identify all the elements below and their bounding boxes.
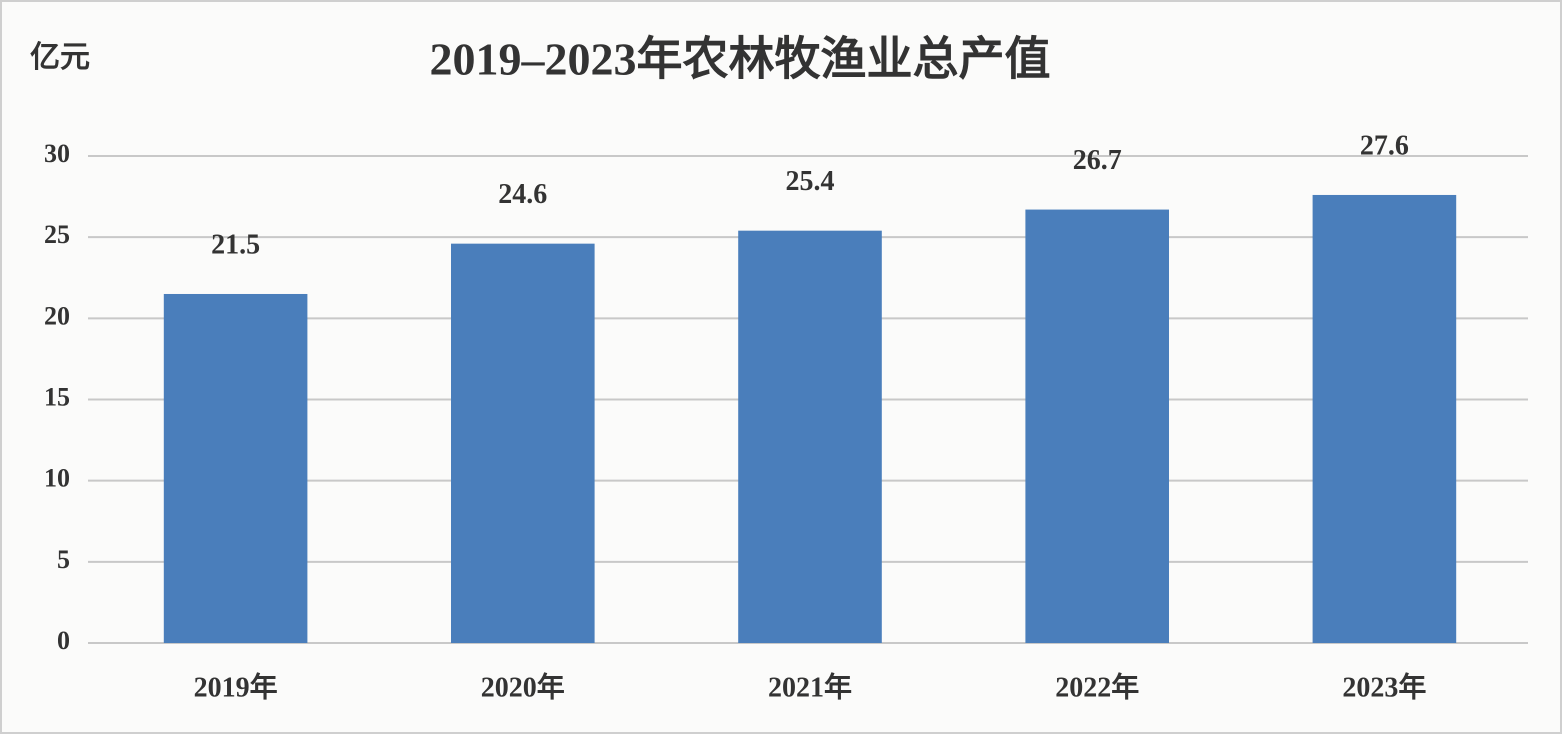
y-tick-label: 30	[44, 139, 70, 168]
bar	[163, 293, 308, 643]
value-label: 26.7	[1073, 145, 1122, 176]
x-tick-label: 2020年	[481, 670, 565, 703]
x-tick-label: 2022年	[1055, 670, 1139, 703]
value-label: 25.4	[786, 166, 835, 197]
chart-title: 2019–2023年农林牧渔业总产值	[430, 34, 1051, 85]
y-tick-label: 15	[44, 382, 70, 411]
y-tick-label: 20	[44, 301, 70, 330]
y-tick-label: 5	[57, 545, 70, 574]
x-tick-label: 2021年	[768, 670, 852, 703]
value-label: 24.6	[498, 179, 547, 210]
bar	[1312, 194, 1457, 643]
bar	[738, 230, 882, 643]
y-tick-label: 0	[57, 626, 70, 655]
x-tick-label: 2019年	[194, 670, 278, 703]
value-label: 27.6	[1360, 130, 1409, 161]
x-tick-label: 2023年	[1342, 670, 1426, 703]
y-tick-label: 25	[44, 220, 70, 249]
bar	[451, 243, 595, 643]
y-axis-label: 亿元	[30, 41, 90, 74]
value-label: 21.5	[211, 229, 260, 260]
bar	[1025, 209, 1169, 643]
y-tick-label: 10	[44, 464, 70, 493]
